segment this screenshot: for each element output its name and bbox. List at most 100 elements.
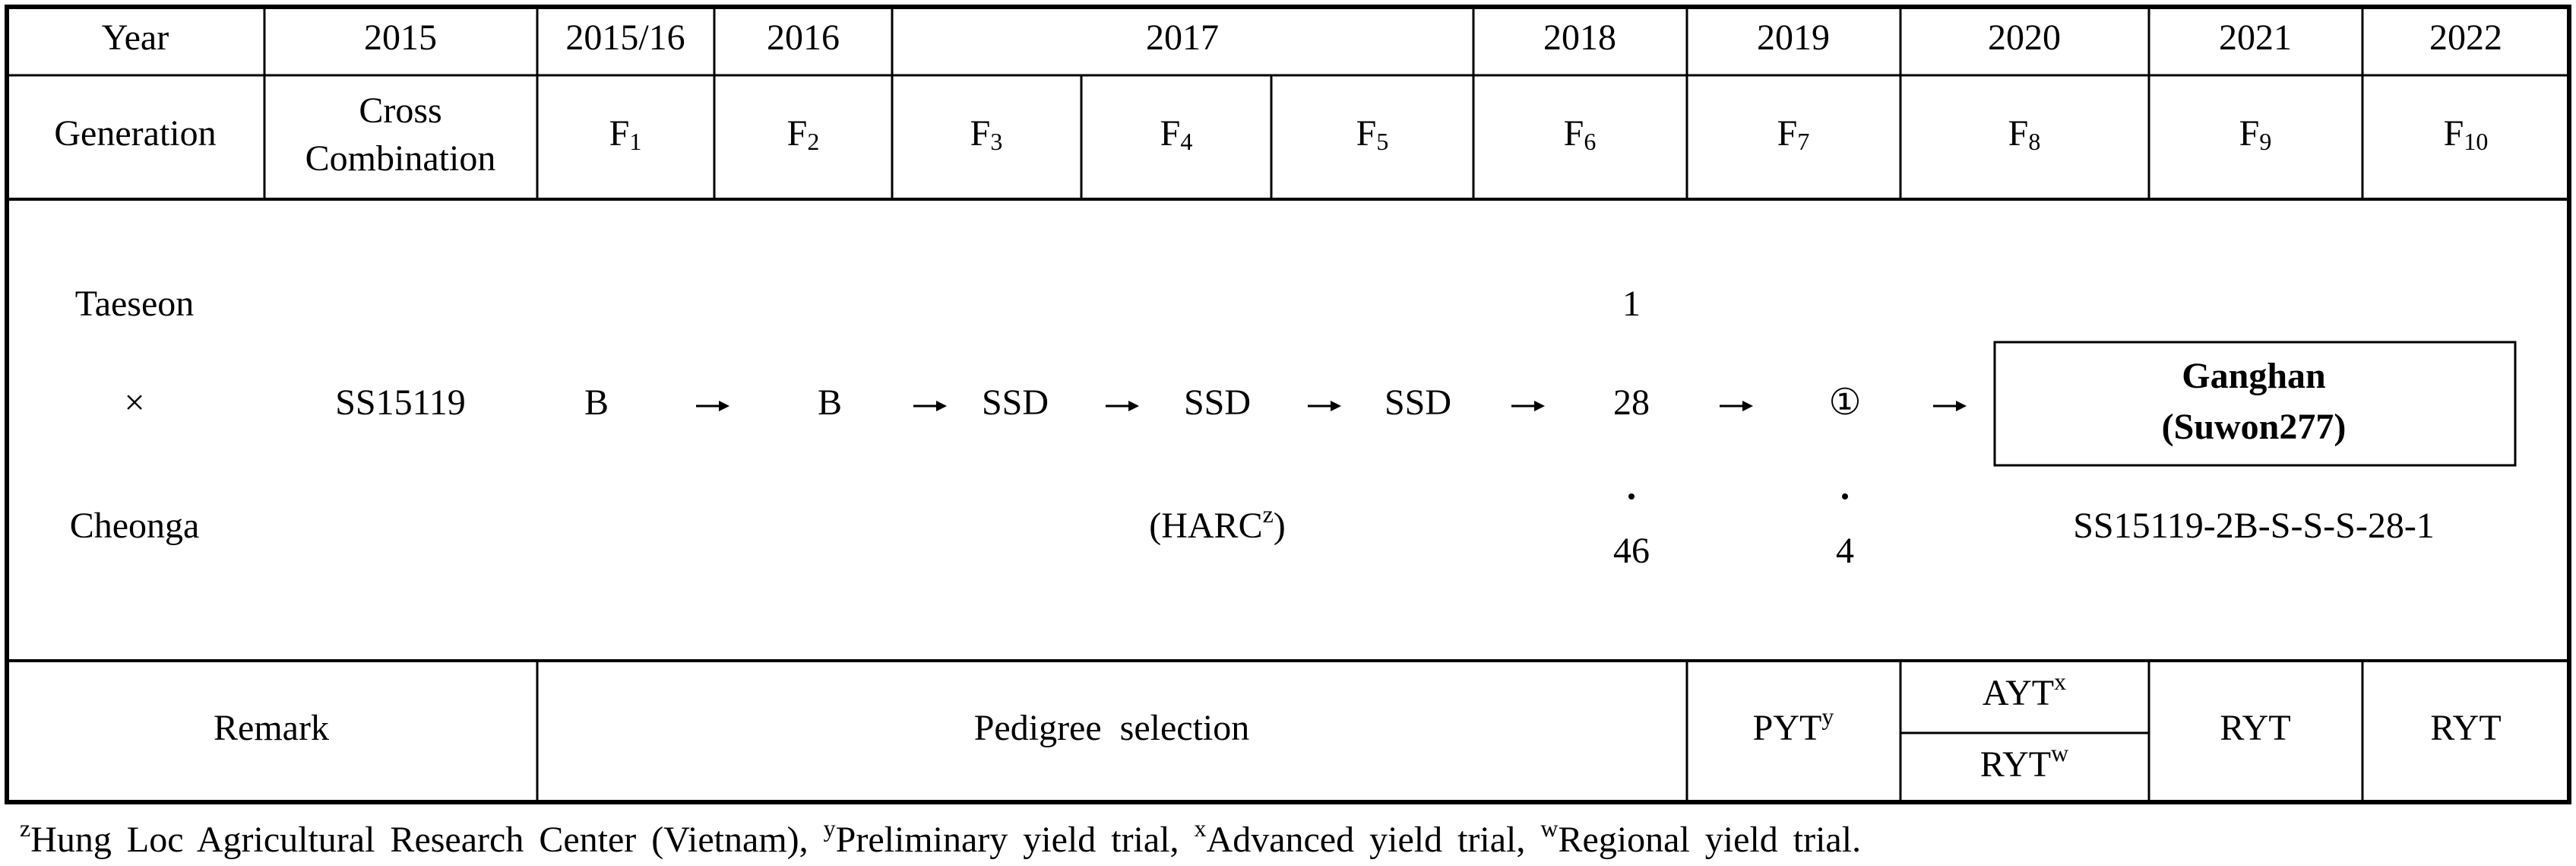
f10-trial: RYT <box>2430 708 2501 748</box>
f6-mid: 28 <box>1613 382 1650 423</box>
institution-text: (HARC <box>1149 506 1262 546</box>
cross-header: Combination <box>305 138 496 179</box>
year-cell: 2021 <box>2219 17 2292 58</box>
f8-top-trial: AYTx <box>1983 668 2066 713</box>
generation-base: F <box>1356 113 1377 154</box>
f7-bottom: 4 <box>1836 531 1854 571</box>
table-texts: Taeseon × Cheonga SS15119 B B SSD SSD SS… <box>20 17 2517 860</box>
year-cell: Year <box>102 17 169 58</box>
year-cell: 2022 <box>2429 17 2502 58</box>
dot <box>1628 493 1635 500</box>
institution-sup: z <box>1263 500 1274 528</box>
trial: RYT <box>1980 744 2051 785</box>
f7-trial: PYTy <box>1753 703 1834 748</box>
variety-name: Ganghan <box>2182 356 2325 396</box>
arrow-head <box>1742 401 1753 411</box>
arrow-head <box>719 401 729 411</box>
arrow-head <box>1331 401 1341 411</box>
f6-bottom: 46 <box>1613 531 1650 571</box>
footnote-text: Preliminary yield trial, <box>836 820 1195 860</box>
selection: Pedigree selection <box>974 708 1250 748</box>
generation-sub: 9 <box>2259 128 2271 155</box>
generation-cell: F9 <box>2239 113 2272 155</box>
cross-name: SS15119 <box>335 382 466 423</box>
arrow-head <box>1534 401 1545 411</box>
generation-cell: F6 <box>1564 113 1597 155</box>
step: SSD <box>1184 382 1251 423</box>
variety-pedigree: SS15119-2B-S-S-S-28-1 <box>2073 506 2435 546</box>
year-cell: 2015 <box>364 17 437 58</box>
footnote-sup: z <box>20 814 30 842</box>
generation-base: F <box>1777 113 1798 154</box>
generation-base: F <box>1160 113 1181 154</box>
footnote-text: Advanced yield trial, <box>1207 820 1541 860</box>
trial-sup: y <box>1821 703 1834 730</box>
generation-cell: F1 <box>609 113 642 155</box>
arrow-head <box>1128 401 1139 411</box>
year-cell: 2015/16 <box>565 17 685 58</box>
generation-base: F <box>2239 113 2260 154</box>
trial-sup: w <box>2051 739 2068 766</box>
f9-trial: RYT <box>2220 708 2290 748</box>
institution: (HARCz) <box>1149 500 1286 546</box>
generation-sub: 4 <box>1180 128 1192 155</box>
footnote-sup: w <box>1540 814 1558 842</box>
generation-sub: 6 <box>1584 128 1596 155</box>
remark-label: Remark <box>214 708 329 748</box>
generation-cell: F8 <box>2008 113 2041 155</box>
footnote: zHung Loc Agricultural Research Center (… <box>20 814 1861 860</box>
f8-bottom-trial: RYTw <box>1980 739 2068 785</box>
trial: AYT <box>1983 673 2054 713</box>
generation-sub: 8 <box>2028 128 2040 155</box>
arrow-head <box>1956 401 1967 411</box>
parent2: Cheonga <box>70 506 200 546</box>
trial: PYT <box>1753 708 1822 748</box>
generation-cell: F7 <box>1777 113 1810 155</box>
trial-sup: x <box>2054 668 2066 695</box>
generation-base: F <box>1564 113 1584 154</box>
outer-border <box>5 5 2571 804</box>
generation-cell: F2 <box>787 113 820 155</box>
variety-code: (Suwon277) <box>2162 407 2347 447</box>
step: B <box>584 382 609 423</box>
cross-symbol: × <box>124 382 144 423</box>
variety-box <box>1993 341 2517 467</box>
generation-cell: F10 <box>2444 113 2489 155</box>
step: SSD <box>1385 382 1451 423</box>
generation-label: Generation <box>54 113 216 154</box>
generation-base: F <box>609 113 630 154</box>
generation-cell: F3 <box>970 113 1003 155</box>
generation-base: F <box>2444 113 2464 154</box>
cross-header: Cross <box>359 90 441 131</box>
generation-sub: 3 <box>990 128 1002 155</box>
generation-base: F <box>2008 113 2029 154</box>
footnote-sup: x <box>1195 814 1207 842</box>
year-cell: 2020 <box>1988 17 2061 58</box>
footnote-sup: y <box>824 814 836 842</box>
institution-close: ) <box>1274 506 1286 546</box>
f7-mid: ① <box>1828 382 1861 423</box>
generation-sub: 5 <box>1376 128 1388 155</box>
generation-sub: 7 <box>1797 128 1809 155</box>
step: B <box>818 382 842 423</box>
table-lines <box>5 5 2571 804</box>
year-cell: 2018 <box>1543 17 1616 58</box>
footnote-text: Regional yield trial. <box>1559 820 1862 860</box>
generation-sub: 1 <box>629 128 641 155</box>
f6-top: 1 <box>1622 284 1641 324</box>
generation-cell: F5 <box>1356 113 1389 155</box>
generation-base: F <box>970 113 991 154</box>
generation-sub: 2 <box>807 128 819 155</box>
generation-sub: 10 <box>2464 128 2488 155</box>
year-cell: 2016 <box>767 17 840 58</box>
parent1: Taeseon <box>75 284 195 324</box>
step: SSD <box>982 382 1049 423</box>
generation-cell: F4 <box>1160 113 1193 155</box>
generation-base: F <box>787 113 808 154</box>
year-cell: 2019 <box>1757 17 1830 58</box>
dot <box>1842 493 1848 500</box>
arrow-head <box>936 401 947 411</box>
footnote-text: Hung Loc Agricultural Research Center (V… <box>30 820 823 860</box>
